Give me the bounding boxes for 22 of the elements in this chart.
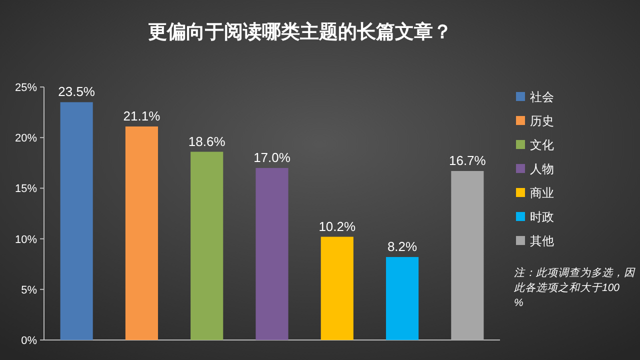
legend-label: 商业: [530, 186, 554, 200]
data-label: 10.2%: [318, 218, 356, 234]
y-tick-label: 5%: [21, 284, 38, 296]
legend-label: 历史: [530, 114, 554, 128]
data-label: 21.1%: [123, 108, 161, 124]
data-label: 18.6%: [188, 134, 226, 149]
legend-label: 时政: [530, 210, 554, 224]
text: 注：此项调查为多选，因此各选项之和大于100%: [514, 267, 636, 309]
title: 更偏向于阅读哪类主题的长篇文章？: [148, 22, 452, 43]
data-label: 23.5%: [58, 84, 96, 100]
y-tick-label: 15%: [14, 183, 38, 196]
y-tick-label: 0%: [21, 335, 38, 347]
y-tick-label: 20%: [14, 132, 38, 145]
y-tick-label: 25%: [14, 82, 38, 94]
data-label: 8.2%: [387, 239, 418, 254]
data-label: 17.0%: [254, 150, 291, 165]
data-label: 16.7%: [448, 152, 486, 168]
legend-label: 其他: [530, 234, 554, 248]
legend-label: 社会: [530, 90, 554, 104]
legend-label: 文化: [530, 138, 554, 152]
legend-label: 人物: [530, 162, 554, 176]
y-tick-label: 10%: [14, 234, 38, 246]
